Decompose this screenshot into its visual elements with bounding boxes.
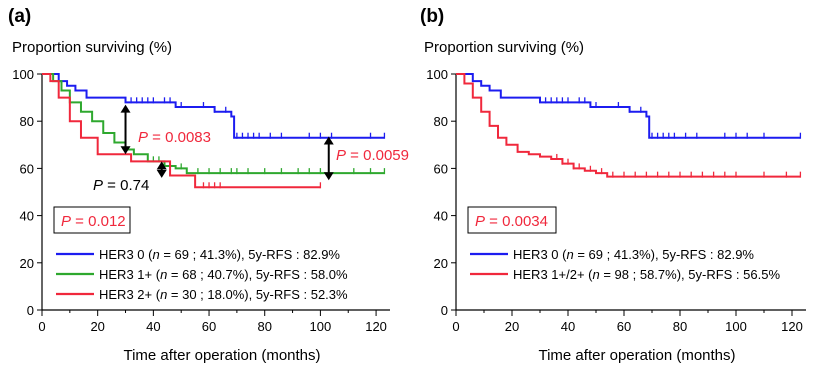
legend-n: n bbox=[566, 247, 573, 262]
panel-a: (a) Proportion surviving (%) 0 20 40 60 80 100 0… bbox=[8, 6, 409, 364]
legend-name: HER3 0 ( bbox=[99, 247, 153, 262]
p-value-box bbox=[467, 206, 557, 234]
x-tick-label: 80 bbox=[257, 319, 271, 334]
p-letter: P bbox=[93, 177, 103, 194]
panel-label: (b) bbox=[420, 6, 444, 27]
x-tick-label: 40 bbox=[146, 319, 160, 334]
p-value-text: = 0.0034 bbox=[485, 213, 548, 230]
legend-n: n bbox=[593, 267, 600, 282]
y-axis-label: Proportion surviving (%) bbox=[12, 39, 172, 56]
legend-detail: = 69 ; 41.3%), 5y-RFS : 82.9% bbox=[574, 247, 755, 262]
series-line bbox=[42, 73, 385, 139]
legend-n: n bbox=[160, 267, 167, 282]
y-axis-label: Proportion surviving (%) bbox=[424, 39, 584, 56]
y-tick-label: 40 bbox=[434, 209, 448, 224]
x-tick-label: 100 bbox=[310, 319, 332, 334]
panel-b: (b) Proportion surviving (%) 0 20 40 60 80 100 0… bbox=[420, 6, 806, 364]
p-value-text: = 0.74 bbox=[103, 177, 149, 194]
p-value-box-text: P = 0.0034 bbox=[475, 213, 548, 230]
p-letter: P bbox=[475, 213, 485, 230]
x-axis-label: Time after operation (months) bbox=[538, 347, 735, 364]
p-value-annotation: P = 0.0083 bbox=[138, 129, 211, 146]
p-letter: P bbox=[138, 129, 148, 146]
p-value-box bbox=[53, 206, 131, 234]
x-tick-label: 20 bbox=[90, 319, 104, 334]
x-axis-label: Time after operation (months) bbox=[123, 347, 320, 364]
y-tick-label: 0 bbox=[441, 303, 448, 318]
y-tick-label: 60 bbox=[434, 161, 448, 176]
legend-detail: = 30 ; 18.0%), 5y-RFS : 52.3% bbox=[167, 287, 348, 302]
x-tick-label: 120 bbox=[365, 319, 387, 334]
legend-entry: HER3 2+ (n = 30 ; 18.0%), 5y-RFS : 52.3% bbox=[99, 287, 348, 302]
y-tick-label: 0 bbox=[27, 303, 34, 318]
x-tick-label: 100 bbox=[725, 319, 747, 334]
panel-label: (a) bbox=[8, 6, 31, 27]
p-value-annotation: P = 0.74 bbox=[93, 177, 149, 194]
legend-name: HER3 1+/2+ ( bbox=[513, 267, 593, 282]
legend-name: HER3 1+ ( bbox=[99, 267, 161, 282]
y-tick-label: 80 bbox=[434, 114, 448, 129]
p-letter: P bbox=[61, 213, 71, 230]
legend-detail: = 98 ; 58.7%), 5y-RFS : 56.5% bbox=[600, 267, 781, 282]
y-tick-label: 80 bbox=[20, 114, 34, 129]
x-tick-label: 60 bbox=[617, 319, 631, 334]
comparison-arrow-head bbox=[323, 172, 334, 181]
legend-entry: HER3 1+ (n = 68 ; 40.7%), 5y-RFS : 58.0% bbox=[99, 267, 348, 282]
comparison-arrow-head bbox=[156, 161, 167, 170]
y-tick-label: 20 bbox=[434, 256, 448, 271]
y-tick-label: 60 bbox=[20, 161, 34, 176]
legend-detail: = 69 ; 41.3%), 5y-RFS : 82.9% bbox=[160, 247, 341, 262]
p-value-text: = 0.0083 bbox=[148, 129, 211, 146]
x-tick-label: 120 bbox=[781, 319, 803, 334]
legend-name: HER3 0 ( bbox=[513, 247, 567, 262]
legend-n: n bbox=[152, 247, 159, 262]
p-value-text: = 0.012 bbox=[71, 213, 126, 230]
p-value-box-text: P = 0.012 bbox=[61, 213, 126, 230]
y-tick-label: 100 bbox=[12, 67, 34, 82]
x-tick-label: 0 bbox=[452, 319, 459, 334]
series-line bbox=[42, 73, 385, 175]
legend-entry: HER3 0 (n = 69 ; 41.3%), 5y-RFS : 82.9% bbox=[99, 247, 340, 262]
p-value-annotation: P = 0.0059 bbox=[336, 147, 409, 164]
x-tick-label: 0 bbox=[38, 319, 45, 334]
comparison-arrow-head bbox=[120, 104, 131, 113]
legend-entry: HER3 0 (n = 69 ; 41.3%), 5y-RFS : 82.9% bbox=[513, 247, 754, 262]
x-tick-label: 60 bbox=[202, 319, 216, 334]
series-line bbox=[456, 73, 801, 178]
comparison-arrow-head bbox=[156, 169, 167, 178]
legend-entry: HER3 1+/2+ (n = 98 ; 58.7%), 5y-RFS : 56… bbox=[513, 267, 780, 282]
p-letter: P bbox=[336, 147, 346, 164]
legend-n: n bbox=[160, 287, 167, 302]
y-tick-label: 20 bbox=[20, 256, 34, 271]
comparison-arrow-head bbox=[120, 146, 131, 155]
x-tick-label: 20 bbox=[505, 319, 519, 334]
series-line bbox=[42, 73, 321, 189]
legend-name: HER3 2+ ( bbox=[99, 287, 161, 302]
comparison-arrow-head bbox=[323, 136, 334, 145]
series-line bbox=[456, 73, 801, 139]
p-value-text: = 0.0059 bbox=[346, 147, 409, 164]
y-tick-label: 40 bbox=[20, 209, 34, 224]
y-tick-label: 100 bbox=[426, 67, 448, 82]
x-tick-label: 40 bbox=[561, 319, 575, 334]
x-tick-label: 80 bbox=[673, 319, 687, 334]
legend-detail: = 68 ; 40.7%), 5y-RFS : 58.0% bbox=[167, 267, 348, 282]
